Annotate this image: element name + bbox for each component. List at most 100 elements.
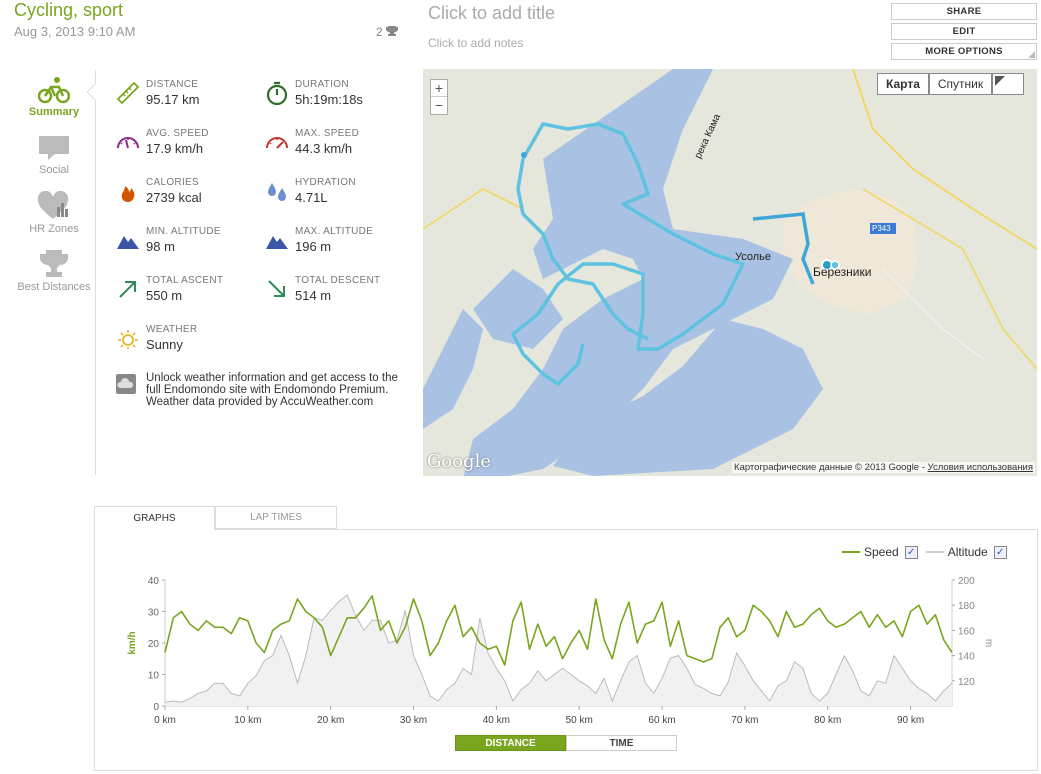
- stat-label: MAX. SPEED: [295, 128, 360, 139]
- dropdown-corner-icon: [1028, 51, 1035, 58]
- stat-label: MIN. ALTITUDE: [146, 226, 221, 237]
- speed-legend-label: Speed: [864, 545, 899, 559]
- zoom-in-button[interactable]: +: [431, 80, 447, 97]
- y2-axis-label: m: [983, 639, 994, 647]
- map-type-map-button[interactable]: Карта: [877, 73, 929, 95]
- stat-min-altitude: MIN. ALTITUDE 98 m: [116, 226, 256, 262]
- altitude-area: [165, 595, 952, 706]
- y-axis-label: km/h: [127, 631, 138, 654]
- tab-graphs[interactable]: GRAPHS: [94, 506, 215, 530]
- speed-altitude-chart: 0 10 20 30 40 120 140 160 180 200 0 km 10 km 20 km 30…: [127, 576, 994, 726]
- sidebar-item-social[interactable]: Social: [16, 134, 92, 176]
- stat-value: Sunny: [146, 337, 183, 352]
- stat-label: TOTAL ASCENT: [146, 275, 224, 286]
- x-tick-label: 80 km: [814, 715, 841, 726]
- stat-value: 95.17 km: [146, 92, 200, 107]
- share-button[interactable]: SHARE: [891, 3, 1037, 20]
- x-tick-label: 90 km: [897, 715, 924, 726]
- stat-max-speed: MAX. SPEED 44.3 km/h: [265, 128, 405, 164]
- sidebar-label-best-distances: Best Distances: [17, 281, 91, 293]
- road-label: P343: [872, 224, 891, 233]
- stat-label: CALORIES: [146, 177, 199, 188]
- x-tick-label: 30 km: [400, 715, 427, 726]
- stat-label: DISTANCE: [146, 79, 199, 90]
- premium-provider-text: Weather data provided by AccuWeather.com: [146, 396, 374, 408]
- y2-tick-label: 180: [958, 601, 975, 612]
- premium-unlock-text[interactable]: Unlock weather information and get acces…: [146, 372, 398, 396]
- y-tick-label: 10: [148, 671, 160, 682]
- likes-counter[interactable]: 2: [376, 25, 399, 39]
- stat-duration: DURATION 5h:19m:18s: [265, 79, 405, 115]
- stat-value: 98 m: [146, 239, 175, 254]
- stat-label: WEATHER: [146, 324, 198, 335]
- y-tick-label: 40: [148, 576, 160, 587]
- stat-distance: DISTANCE 95.17 km: [116, 79, 256, 115]
- stat-value: 514 m: [295, 288, 332, 303]
- stat-weather: WEATHER Sunny: [116, 324, 256, 360]
- sidebar-label-social: Social: [39, 164, 69, 176]
- bicycle-icon: [38, 77, 70, 104]
- speed-legend-swatch: [842, 551, 860, 553]
- workout-title: Cycling, sport: [14, 0, 124, 20]
- fullscreen-button[interactable]: [992, 73, 1025, 95]
- sidebar-item-best-distances[interactable]: Best Distances: [16, 249, 92, 293]
- stat-total-descent: TOTAL DESCENT 514 m: [265, 275, 405, 311]
- sidebar-label-hr-zones: HR Zones: [29, 223, 79, 235]
- altitude-line: [164, 594, 953, 703]
- more-options-button[interactable]: MORE OPTIONS: [891, 43, 1037, 60]
- heart-chart-icon: [37, 191, 69, 219]
- workout-date: Aug 3, 2013 9:10 AM: [14, 24, 136, 39]
- stat-value: 550 m: [146, 288, 183, 303]
- y-tick-label: 20: [148, 639, 160, 650]
- route-map[interactable]: река Кама Усолье Березники P343 + − Карт…: [423, 69, 1037, 476]
- town-label-usolye: Усолье: [735, 251, 772, 263]
- stat-value: 4.71L: [295, 190, 328, 205]
- edit-button[interactable]: EDIT: [891, 23, 1037, 40]
- stat-value: 5h:19m:18s: [295, 92, 363, 107]
- zoom-out-button[interactable]: −: [434, 97, 444, 113]
- stopwatch-icon: [266, 81, 288, 105]
- stat-max-altitude: MAX. ALTITUDE 196 m: [265, 226, 405, 262]
- stat-label: AVG. SPEED: [146, 128, 209, 139]
- stat-hydration: HYDRATION 4.71L: [265, 177, 405, 213]
- sidebar-item-hr-zones[interactable]: HR Zones: [16, 191, 92, 235]
- altitude-checkbox[interactable]: ✓: [993, 545, 1007, 559]
- weather-cloud-icon: [116, 374, 136, 394]
- stat-value: 2739 kcal: [146, 190, 202, 205]
- y2-tick-label: 200: [958, 576, 975, 587]
- map-type-satellite-button[interactable]: Спутник: [928, 73, 993, 95]
- tab-lap-times[interactable]: LAP TIMES: [215, 506, 337, 529]
- likes-count: 2: [376, 25, 383, 39]
- speech-bubble-icon: [39, 136, 69, 160]
- descent-arrow-icon: [268, 280, 285, 297]
- y2-tick-label: 140: [958, 652, 975, 663]
- sun-icon: [118, 330, 138, 349]
- stat-calories: CALORIES 2739 kcal: [116, 177, 256, 213]
- distance-toggle-button[interactable]: DISTANCE: [455, 735, 566, 751]
- map-attribution: Картографические данные © 2013 Google - …: [732, 462, 1035, 473]
- speed-checkbox[interactable]: ✓: [904, 545, 918, 559]
- sidebar-divider: [95, 70, 96, 475]
- fullscreen-icon: [995, 76, 1006, 86]
- x-tick-label: 40 km: [483, 715, 510, 726]
- google-logo: Google: [427, 451, 491, 472]
- ascent-arrow-icon: [119, 281, 136, 298]
- more-options-label: MORE OPTIONS: [925, 46, 1003, 57]
- add-notes-field[interactable]: Click to add notes: [428, 36, 524, 50]
- altitude-legend-swatch: [925, 551, 944, 553]
- stat-label: MAX. ALTITUDE: [295, 226, 374, 237]
- map-canvas: [423, 69, 1037, 476]
- ruler-icon: [116, 81, 140, 105]
- x-axis-mode-toggle: DISTANCE TIME: [455, 735, 677, 751]
- speedometer-max-icon: [266, 137, 288, 149]
- mountain-icon: [117, 236, 139, 249]
- x-tick-label: 60 km: [648, 715, 675, 726]
- map-terms-link[interactable]: Условия использования: [927, 462, 1033, 473]
- add-title-field[interactable]: Click to add title: [428, 3, 556, 23]
- map-attribution-text: Картографические данные © 2013 Google -: [734, 462, 928, 473]
- time-toggle-button[interactable]: TIME: [566, 735, 677, 751]
- y-tick-label: 0: [153, 702, 159, 713]
- stat-label: TOTAL DESCENT: [295, 275, 381, 286]
- stat-value: 196 m: [295, 239, 332, 254]
- sidebar-item-summary[interactable]: Summary: [16, 76, 92, 118]
